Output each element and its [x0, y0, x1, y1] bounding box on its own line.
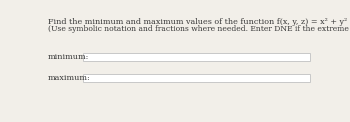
Text: minimum:: minimum:	[48, 53, 89, 61]
FancyBboxPatch shape	[83, 74, 309, 82]
Text: (Use symbolic notation and fractions where needed. Enter DNE if the extreme valu: (Use symbolic notation and fractions whe…	[48, 25, 350, 33]
Text: maximum:: maximum:	[48, 74, 90, 82]
FancyBboxPatch shape	[83, 53, 309, 61]
Text: Find the minimum and maximum values of the function f(x, y, z) = x² + y² + z² su: Find the minimum and maximum values of t…	[48, 18, 350, 26]
